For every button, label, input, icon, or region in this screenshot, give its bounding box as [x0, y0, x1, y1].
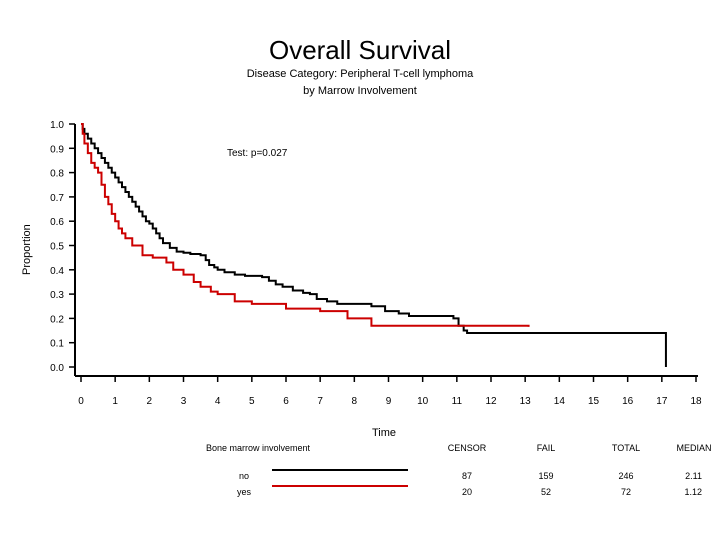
chart-legend-table: Bone marrow involvement CENSOR FAIL TOTAL ME…	[206, 443, 712, 497]
x-tick-label: 8	[352, 396, 358, 407]
legend-total-no: 246	[618, 471, 633, 481]
y-tick-label: 0.9	[50, 144, 64, 155]
x-tick-label: 6	[283, 396, 289, 407]
y-tick-label: 0.2	[50, 314, 64, 325]
x-tick-label: 7	[317, 396, 323, 407]
x-tick-label: 17	[656, 396, 668, 407]
chart-subtitle-line-1: Disease Category: Peripheral T-cell lymp…	[246, 68, 474, 80]
y-tick-label: 0.6	[50, 217, 64, 228]
x-tick-label: 12	[485, 396, 497, 407]
legend-column-total: TOTAL	[612, 443, 640, 453]
test-p-value-annotation: Test: p=0.027	[227, 148, 288, 159]
chart-ticks: 0.00.10.20.30.40.50.60.70.80.91.00 1 2 3 4 5 6…	[50, 120, 702, 407]
y-axis-label: Proportion	[21, 224, 33, 275]
y-tick-label: 1.0	[50, 120, 64, 131]
survival-curve-no	[81, 123, 667, 367]
legend-censor-no: 87	[462, 471, 472, 481]
survival-curve-yes	[81, 123, 530, 327]
legend-column-censor: CENSOR	[448, 443, 487, 453]
y-tick-label: 0.3	[50, 290, 64, 301]
y-tick-label: 0.8	[50, 169, 64, 180]
x-tick-label: 16	[622, 396, 634, 407]
x-tick-label: 14	[554, 396, 566, 407]
legend-median-yes: 1.12	[684, 487, 702, 497]
x-tick-label: 4	[215, 396, 221, 407]
x-tick-label: 9	[386, 396, 392, 407]
legend-column-fail: FAIL	[537, 443, 556, 453]
legend-column-median: MEDIAN	[676, 443, 711, 453]
x-tick-label: 2	[147, 396, 153, 407]
x-tick-label: 11	[452, 396, 463, 407]
x-axis-label: Time	[372, 427, 396, 439]
legend-total-yes: 72	[621, 487, 631, 497]
legend-fail-no: 159	[538, 471, 553, 481]
chart-subtitle-line-2: by Marrow Involvement	[303, 85, 417, 97]
x-tick-label: 18	[690, 396, 702, 407]
y-tick-label: 0.1	[50, 339, 64, 350]
y-tick-label: 0.5	[50, 242, 64, 253]
legend-median-no: 2.11	[685, 471, 702, 481]
legend-row-label-yes: yes	[237, 487, 252, 497]
x-tick-label: 10	[417, 396, 429, 407]
x-tick-label: 0	[78, 396, 84, 407]
y-tick-label: 0.7	[50, 193, 64, 204]
x-tick-label: 15	[588, 396, 600, 407]
x-tick-label: 3	[181, 396, 187, 407]
legend-row-label-no: no	[239, 471, 249, 481]
chart-series	[81, 123, 667, 367]
chart-axes	[74, 124, 698, 377]
chart-title: Overall Survival	[268, 35, 452, 65]
y-tick-label: 0.0	[50, 363, 64, 374]
legend-fail-yes: 52	[541, 487, 551, 497]
y-tick-label: 0.4	[50, 266, 64, 277]
x-tick-label: 13	[520, 396, 532, 407]
legend-header: Bone marrow involvement	[206, 443, 311, 453]
x-tick-label: 5	[249, 396, 255, 407]
x-tick-label: 1	[112, 396, 118, 407]
legend-censor-yes: 20	[462, 487, 472, 497]
